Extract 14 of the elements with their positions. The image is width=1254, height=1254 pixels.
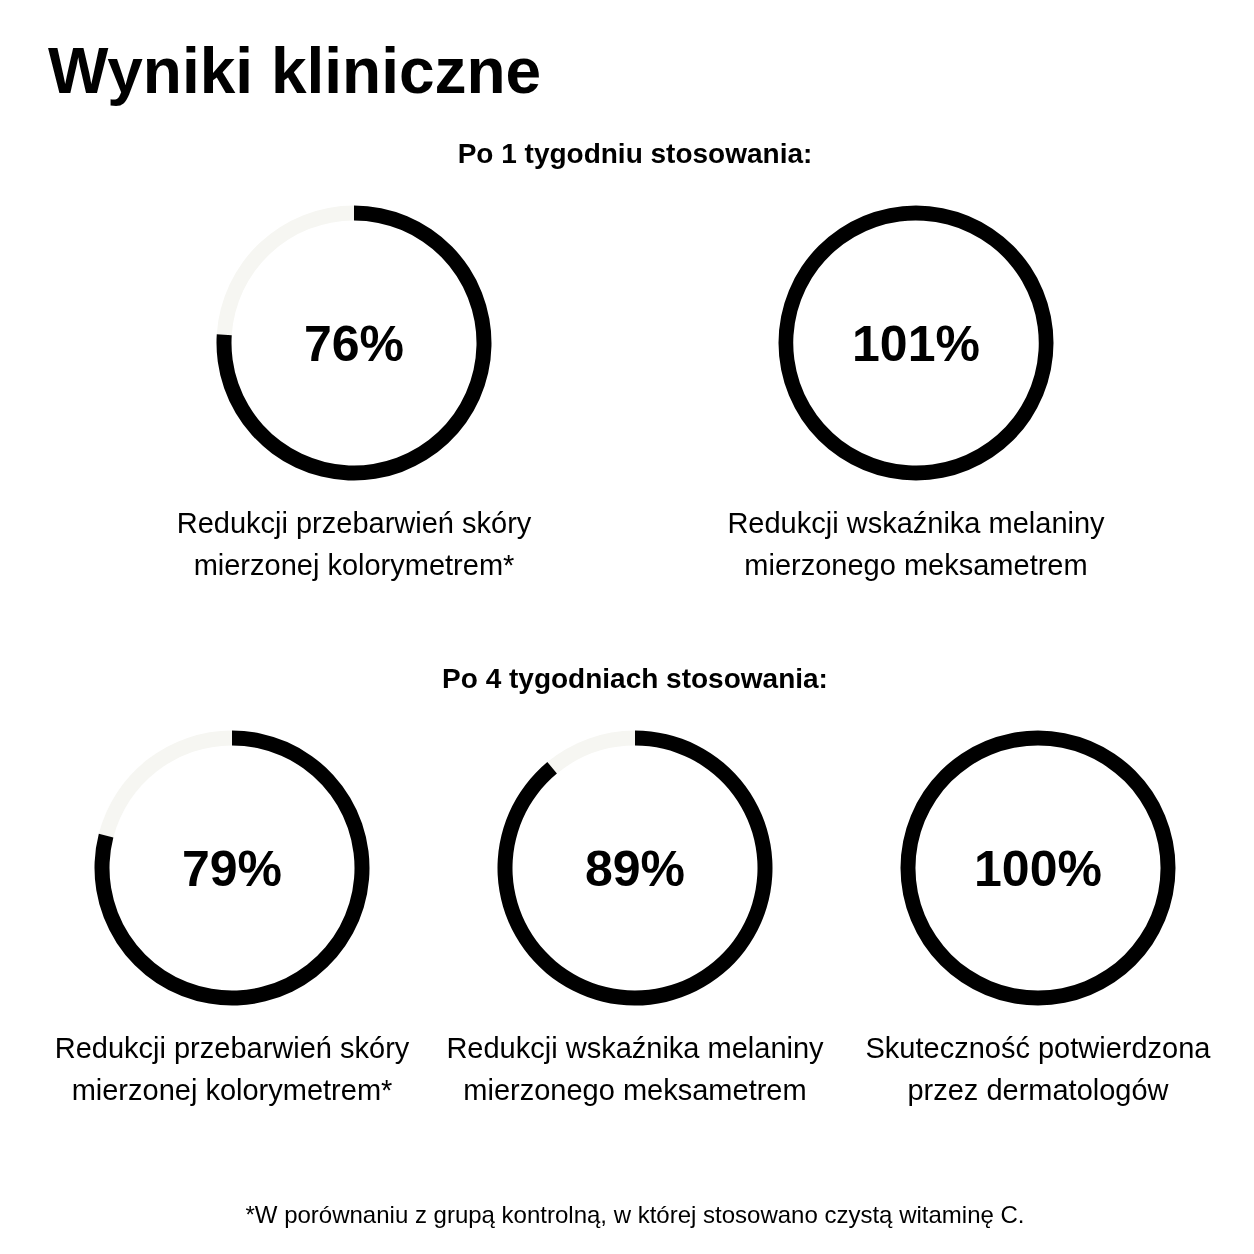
data-label: 100% bbox=[974, 841, 1102, 897]
category-label: Redukcji wskaźnika melaniny mierzonego meksametrem bbox=[446, 1032, 825, 1106]
text: Po 4 tygodniach stosowania: bbox=[442, 663, 828, 694]
data-label: 89% bbox=[584, 841, 686, 897]
text: Po 1 tygodniu stosowania: bbox=[457, 138, 813, 169]
text: Wyniki kliniczne bbox=[48, 35, 542, 107]
data-label: 79% bbox=[181, 841, 283, 897]
data-label: 76% bbox=[303, 316, 405, 372]
category-label: Redukcji przebarwień skóry mierzonej kolorymetrem* bbox=[176, 507, 532, 581]
category-label: Redukcji wskaźnika melaniny mierzonego meksametrem bbox=[727, 507, 1106, 581]
text: *W porównaniu z grupą kontrolną, w której stosowano czystą witaminę C. bbox=[245, 1201, 1025, 1228]
data-label: 101% bbox=[852, 316, 980, 372]
category-label: Skuteczność potwierdzona przez dermatologów bbox=[865, 1032, 1212, 1106]
category-label: Redukcji przebarwień skóry mierzonej kolorymetrem* bbox=[54, 1032, 410, 1106]
